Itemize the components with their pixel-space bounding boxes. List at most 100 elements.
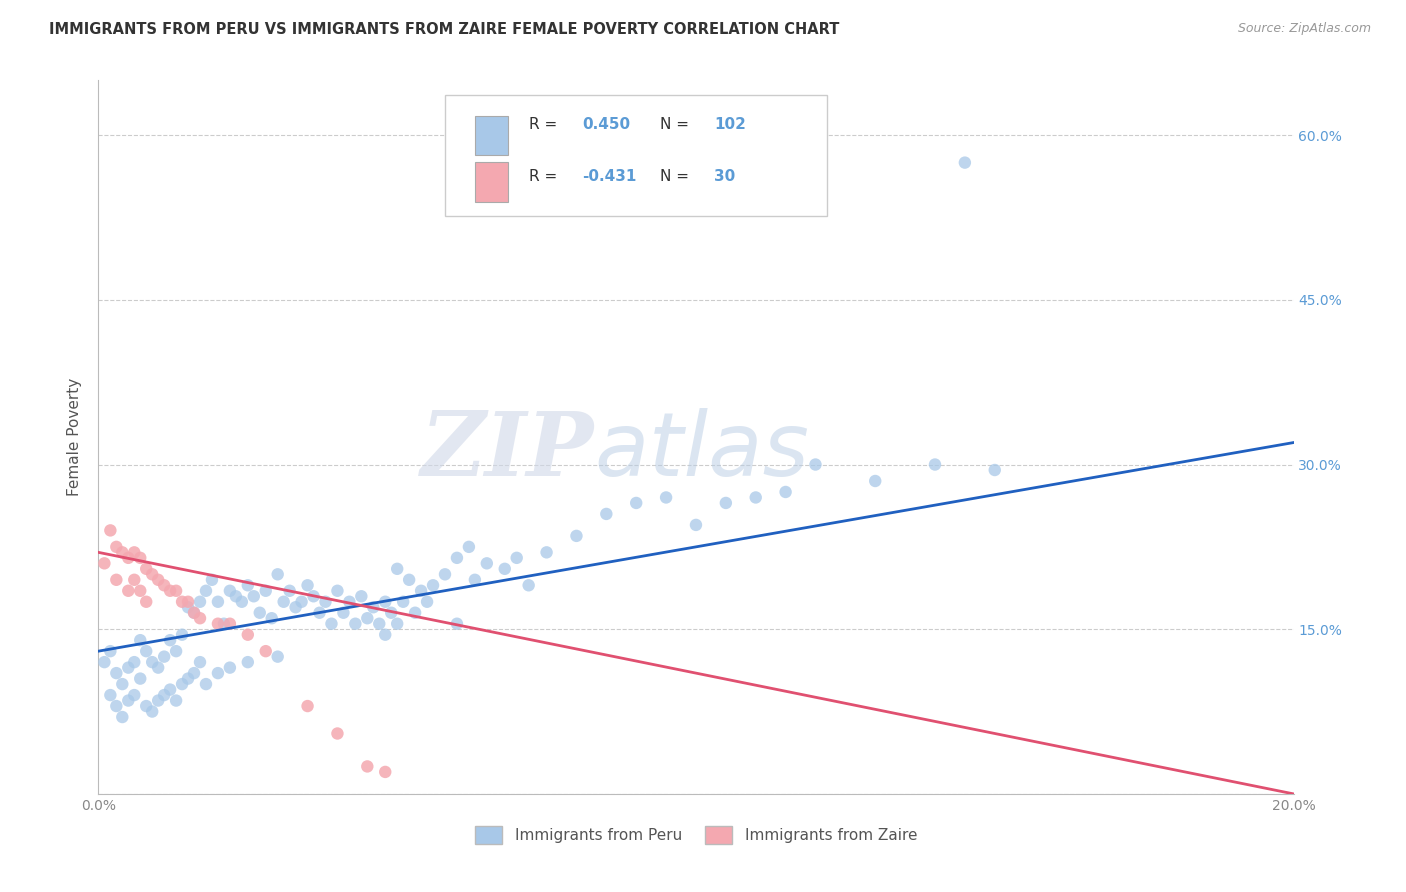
- Point: [188, 655, 211, 669]
- Point: [363, 600, 385, 615]
- Point: [494, 562, 516, 576]
- Point: [517, 578, 540, 592]
- Point: [374, 628, 396, 642]
- Point: [98, 524, 122, 538]
- Point: [207, 616, 229, 631]
- Point: [141, 655, 163, 669]
- Point: [260, 611, 283, 625]
- Point: [243, 589, 266, 603]
- Point: [231, 595, 253, 609]
- Point: [153, 578, 176, 592]
- Point: [236, 628, 259, 642]
- Point: [714, 496, 737, 510]
- Point: [124, 688, 146, 702]
- Point: [745, 491, 768, 505]
- Point: [129, 672, 152, 686]
- Point: [380, 606, 402, 620]
- Point: [434, 567, 457, 582]
- Point: [111, 710, 134, 724]
- Point: [924, 458, 946, 472]
- Point: [105, 666, 128, 681]
- Point: [326, 583, 349, 598]
- Point: [297, 699, 319, 714]
- Point: [93, 655, 115, 669]
- Point: [368, 616, 391, 631]
- Point: [804, 458, 827, 472]
- Point: [207, 666, 229, 681]
- Point: [225, 589, 247, 603]
- Point: [183, 606, 205, 620]
- Point: [207, 595, 229, 609]
- Point: [626, 496, 648, 510]
- FancyBboxPatch shape: [446, 95, 827, 216]
- Point: [117, 583, 139, 598]
- Point: [506, 550, 529, 565]
- Point: [219, 616, 242, 631]
- Point: [124, 655, 146, 669]
- Point: [595, 507, 617, 521]
- Point: [148, 660, 170, 674]
- Point: [159, 633, 181, 648]
- Point: [404, 606, 426, 620]
- Point: [297, 578, 319, 592]
- Point: [177, 595, 200, 609]
- Point: [254, 644, 277, 658]
- Point: [411, 583, 433, 598]
- Point: [212, 616, 235, 631]
- Point: [201, 573, 224, 587]
- Point: [183, 606, 205, 620]
- Point: [236, 655, 259, 669]
- Point: [129, 550, 152, 565]
- Point: [153, 649, 176, 664]
- Point: [148, 693, 170, 707]
- Point: [446, 550, 468, 565]
- Point: [93, 557, 115, 571]
- Point: [254, 583, 277, 598]
- Point: [172, 595, 194, 609]
- Point: [98, 688, 122, 702]
- Point: [565, 529, 588, 543]
- Point: [98, 644, 122, 658]
- Text: Source: ZipAtlas.com: Source: ZipAtlas.com: [1237, 22, 1371, 36]
- Point: [111, 677, 134, 691]
- Point: [356, 611, 378, 625]
- Point: [105, 573, 128, 587]
- Text: R =: R =: [529, 117, 562, 132]
- Point: [536, 545, 558, 559]
- Point: [655, 491, 678, 505]
- Point: [464, 573, 486, 587]
- Point: [416, 595, 439, 609]
- Point: [350, 589, 373, 603]
- Point: [321, 616, 343, 631]
- Point: [159, 583, 181, 598]
- Point: [302, 589, 325, 603]
- Point: [148, 573, 170, 587]
- Point: [219, 660, 242, 674]
- Point: [374, 595, 396, 609]
- Text: 0.450: 0.450: [582, 117, 630, 132]
- Point: [953, 155, 976, 169]
- Point: [183, 666, 205, 681]
- Text: 102: 102: [714, 117, 745, 132]
- Point: [249, 606, 271, 620]
- Point: [315, 595, 337, 609]
- Point: [165, 583, 187, 598]
- Point: [475, 557, 498, 571]
- Point: [117, 693, 139, 707]
- Point: [385, 562, 409, 576]
- Point: [284, 600, 307, 615]
- Point: [153, 688, 176, 702]
- Point: [392, 595, 415, 609]
- Point: [124, 545, 146, 559]
- Text: N =: N =: [661, 169, 695, 184]
- Point: [159, 682, 181, 697]
- Y-axis label: Female Poverty: Female Poverty: [67, 378, 83, 496]
- Point: [129, 633, 152, 648]
- Point: [135, 699, 157, 714]
- Point: [105, 699, 128, 714]
- Point: [291, 595, 314, 609]
- Point: [188, 611, 211, 625]
- Point: [219, 583, 242, 598]
- Point: [172, 677, 194, 691]
- Point: [195, 677, 218, 691]
